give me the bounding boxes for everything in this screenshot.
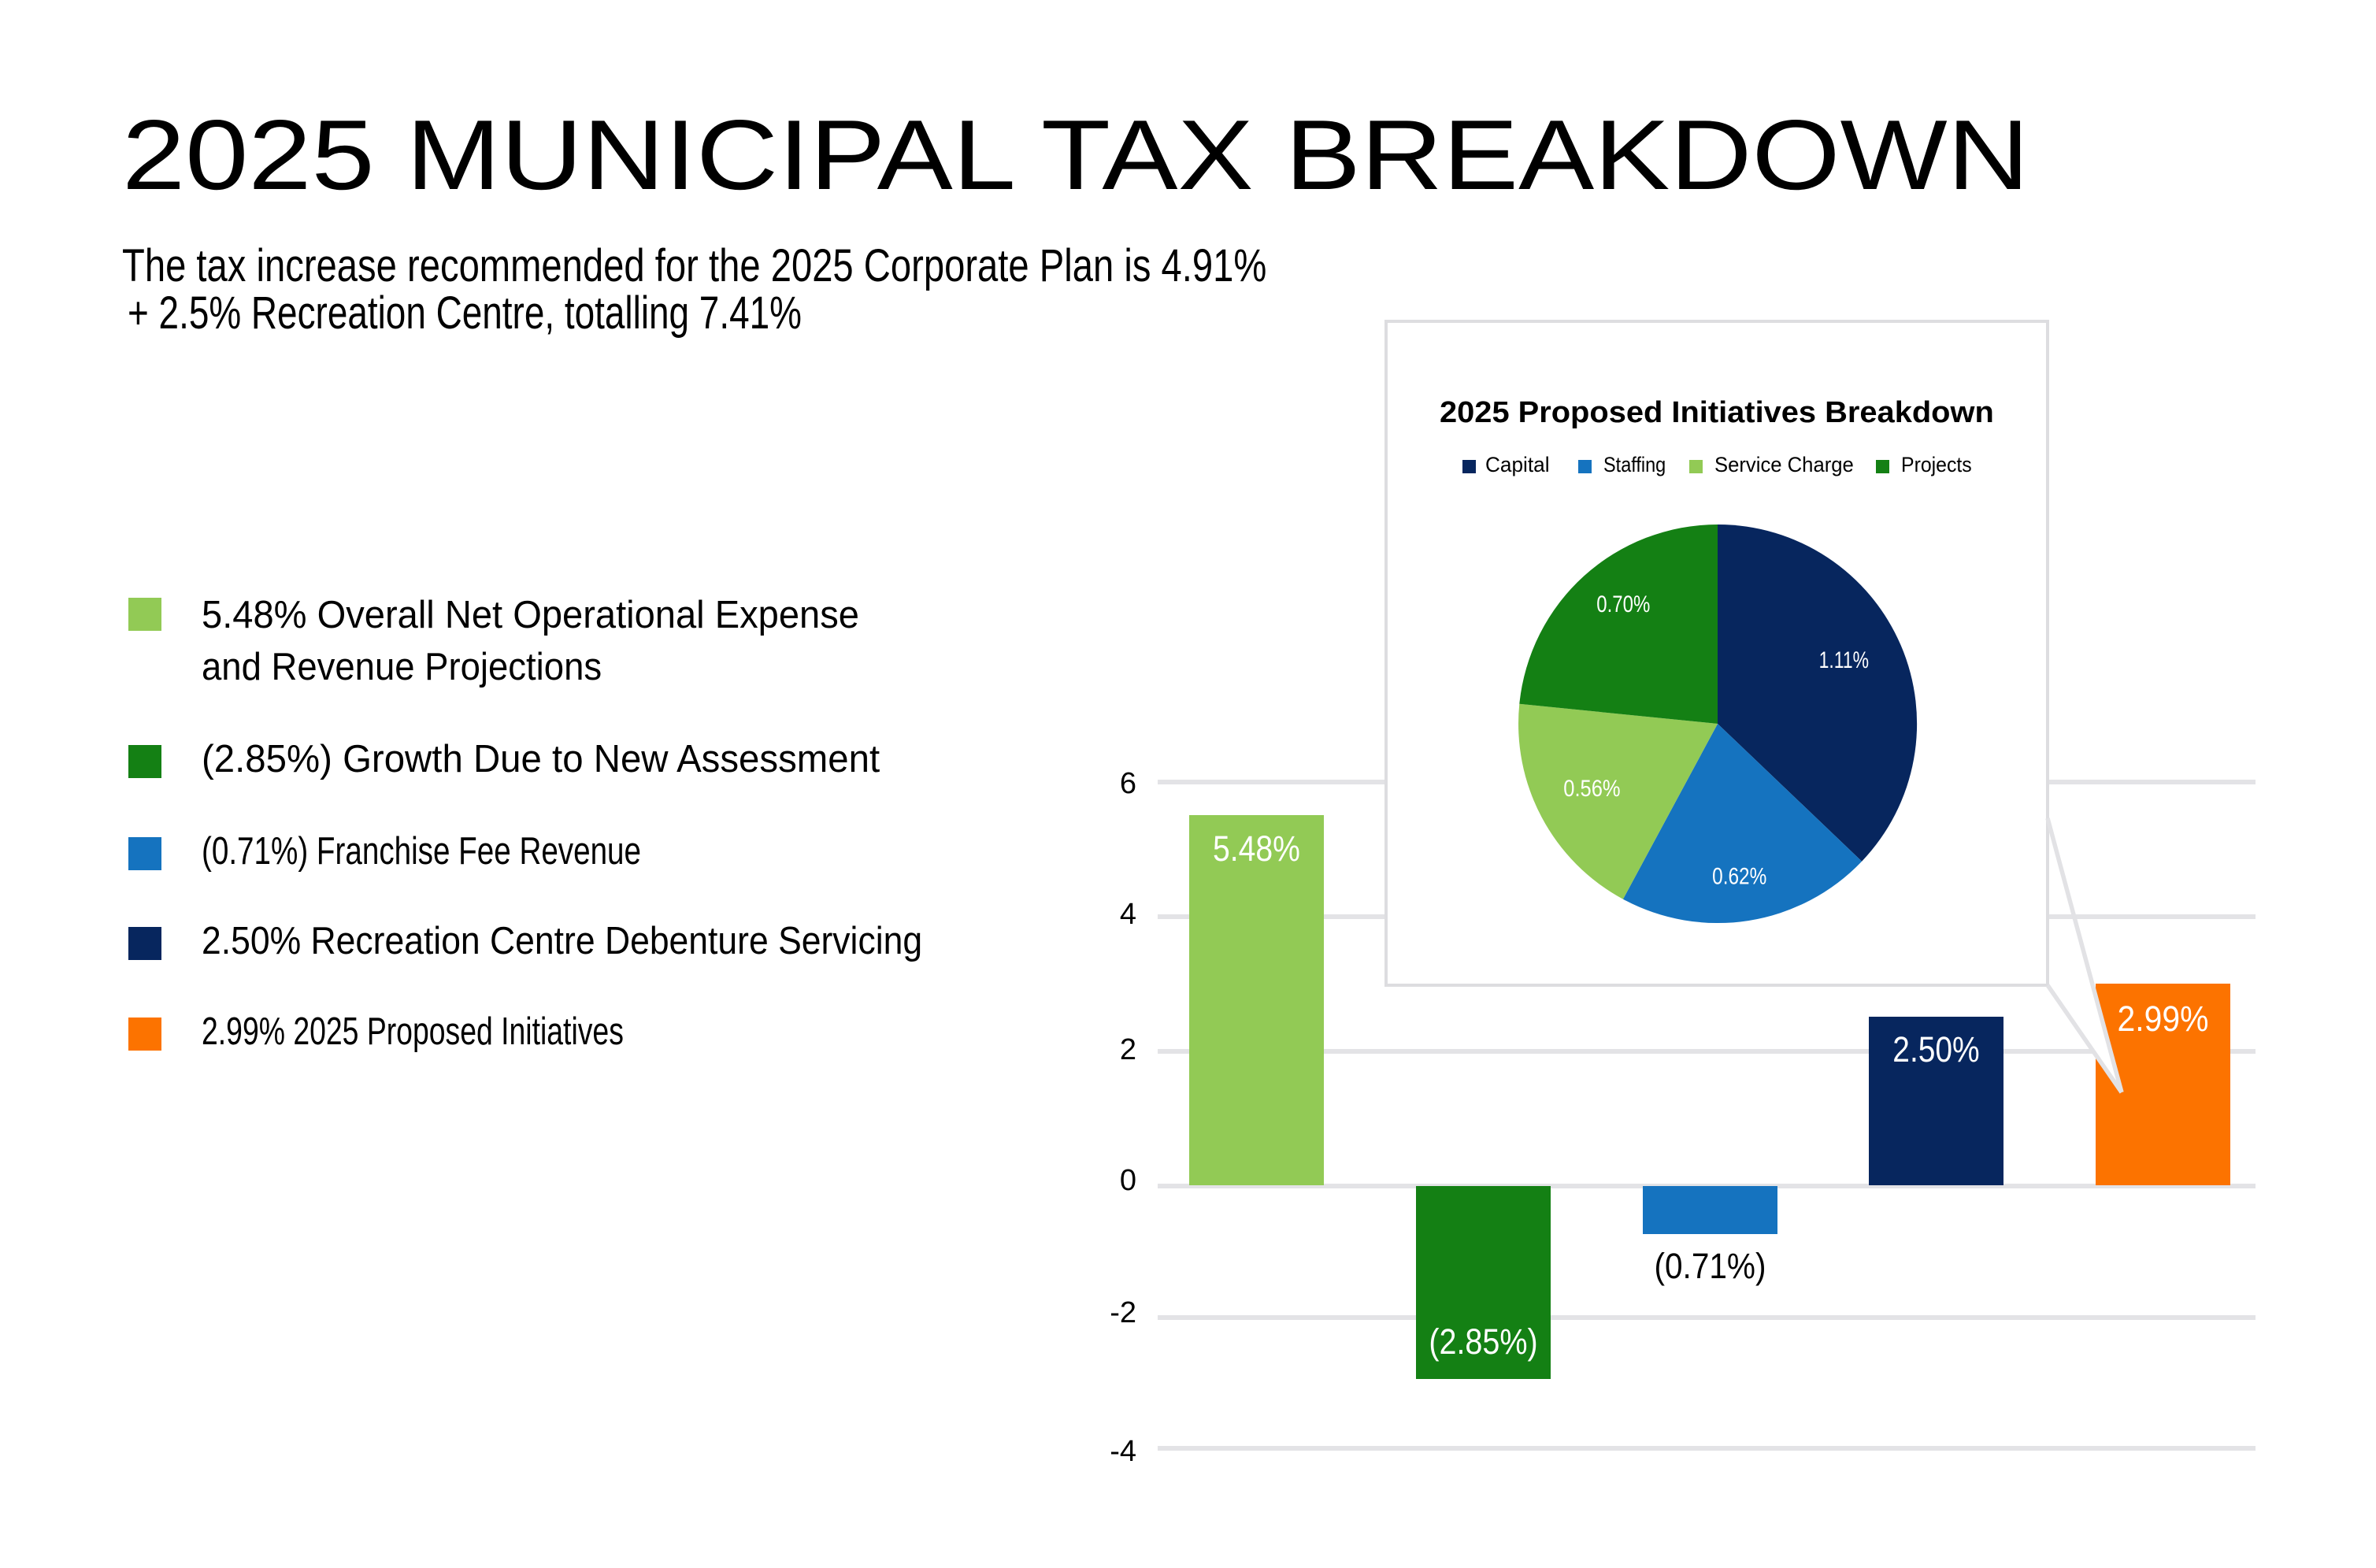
svg-text:0.70%: 0.70% — [1596, 590, 1650, 617]
svg-text:0.56%: 0.56% — [1563, 775, 1620, 801]
svg-text:0.62%: 0.62% — [1712, 862, 1766, 889]
svg-text:1.11%: 1.11% — [1819, 647, 1869, 673]
